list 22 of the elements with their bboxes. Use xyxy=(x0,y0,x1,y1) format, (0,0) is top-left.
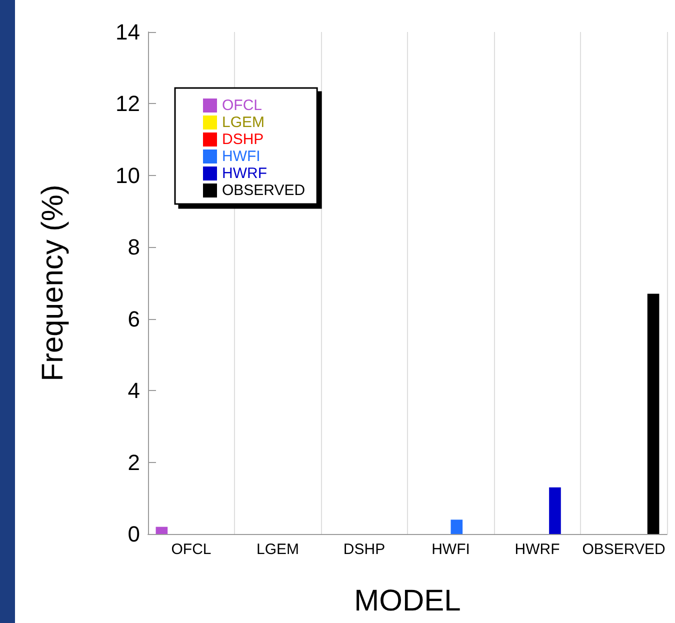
legend-label: HWFI xyxy=(222,148,260,165)
y-tick-label: 6 xyxy=(128,306,140,332)
y-tick-label: 10 xyxy=(116,162,140,188)
y-tick-label: 12 xyxy=(116,91,140,116)
y-tick-label: 0 xyxy=(128,522,140,546)
x-axis-title: MODEL xyxy=(354,584,461,618)
y-tick-label: 8 xyxy=(128,234,140,260)
x-tick-label: LGEM xyxy=(256,541,300,558)
legend-label: LGEM xyxy=(222,114,265,131)
x-tick-label: HWRF xyxy=(514,541,560,558)
legend-label: HWRF xyxy=(222,165,267,182)
x-tick-label: OBSERVED xyxy=(582,541,666,558)
y-axis-title: Frequency (%) xyxy=(36,184,70,382)
x-tick-label: HWFI xyxy=(432,541,470,558)
y-tick-label: 2 xyxy=(128,450,140,475)
x-tick-label: OFCL xyxy=(171,541,212,558)
legend-label: DSHP xyxy=(222,131,264,148)
y-tick-label: 14 xyxy=(116,20,140,44)
y-tick-label: 4 xyxy=(128,378,140,404)
legend-label: OFCL xyxy=(222,97,262,114)
legend-label: OBSERVED xyxy=(222,182,306,199)
x-tick-label: DSHP xyxy=(343,541,386,558)
